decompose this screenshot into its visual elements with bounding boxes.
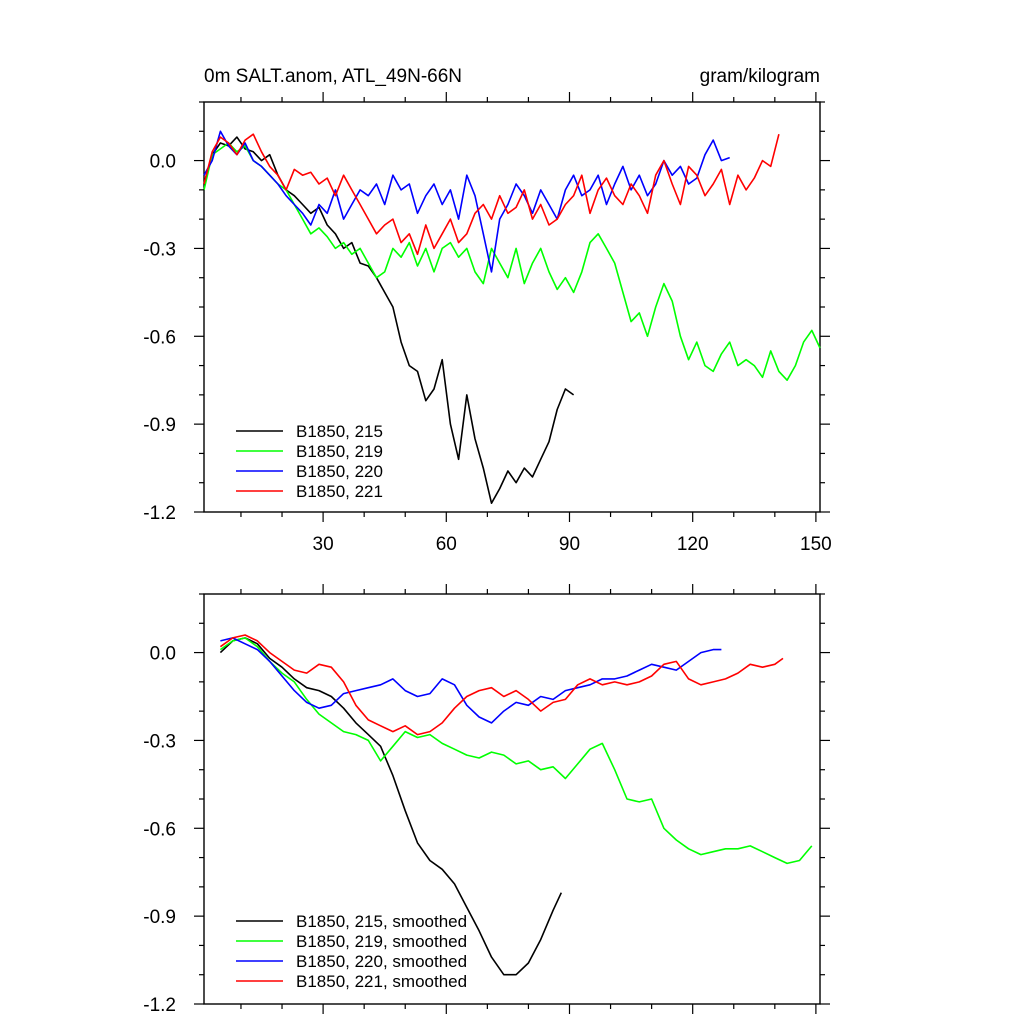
y-tick-label: -1.2	[143, 503, 176, 524]
series-line-b1850-220-smoothed	[220, 637, 722, 724]
legend-label-215-smoothed: B1850, 215, smoothed	[296, 912, 467, 931]
series-line-b1850-215-smoothed	[219, 637, 563, 976]
series-line-b1850-219-smoothed	[219, 637, 813, 865]
x-tick-label: 150	[800, 534, 832, 555]
legend-label-221: B1850, 221	[296, 482, 383, 501]
legend-label-219: B1850, 219	[296, 442, 383, 461]
legend-label-220: B1850, 220	[296, 462, 383, 481]
top-panel-title: 0m SALT.anom, ATL_49N-66N	[204, 66, 462, 87]
y-tick-label: -0.3	[143, 239, 176, 260]
legend-label-215: B1850, 215	[296, 422, 383, 441]
x-tick-label: 120	[677, 534, 709, 555]
bottom-axes-group: 0.0 -0.3 -0.6 -0.9 -1.2	[143, 584, 830, 1016]
series-line-b1850-221-smoothed	[219, 634, 784, 736]
bottom-series-group	[219, 634, 813, 976]
top-series-group	[203, 130, 821, 505]
x-tick-label: 90	[559, 534, 580, 555]
top-panel-units: gram/kilogram	[700, 66, 820, 87]
legend-label-221-smoothed: B1850, 221, smoothed	[296, 972, 467, 991]
top-panel: 0m SALT.anom, ATL_49N-66N gram/kilogram …	[143, 66, 831, 555]
series-line-b1850-221	[203, 133, 780, 256]
y-tick-label: -0.6	[143, 327, 176, 348]
bottom-legend: B1850, 215, smoothed B1850, 219, smoothe…	[236, 912, 467, 991]
bottom-panel: 0.0 -0.3 -0.6 -0.9 -1.2 B1850, 215, smoothed…	[143, 584, 830, 1016]
y-tick-label: -1.2	[143, 995, 176, 1016]
y-tick-label: -0.9	[143, 415, 176, 436]
x-tick-label: 30	[313, 534, 334, 555]
x-tick-label: 60	[436, 534, 457, 555]
top-legend: B1850, 215 B1850, 219 B1850, 220 B1850, …	[236, 422, 383, 501]
y-tick-label: -0.3	[143, 731, 176, 752]
y-tick-label: 0.0	[150, 644, 176, 665]
series-line-b1850-219	[203, 142, 821, 382]
y-tick-label: -0.9	[143, 907, 176, 928]
top-axes-group: 30 60 90 120 150 0.0 -0.3 -0.6 -0.9 -1.2	[143, 92, 832, 555]
legend-label-219-smoothed: B1850, 219, smoothed	[296, 932, 467, 951]
legend-label-220-smoothed: B1850, 220, smoothed	[296, 952, 467, 971]
y-tick-label: -0.6	[143, 819, 176, 840]
series-line-b1850-220	[203, 130, 730, 273]
y-tick-label: 0.0	[150, 152, 176, 173]
